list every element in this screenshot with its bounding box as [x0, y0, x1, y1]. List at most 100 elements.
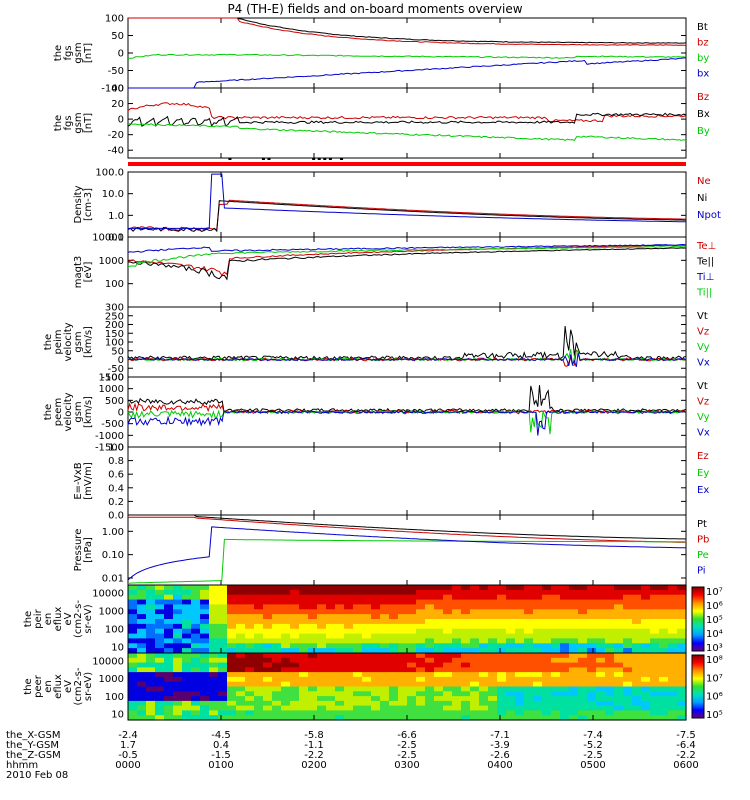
footer-value: -6.4: [676, 740, 696, 751]
y-tick-label: 1.0: [108, 211, 124, 222]
y-axis-label-line: the: [43, 404, 54, 420]
y-tick-label: 1.0: [108, 443, 124, 454]
series-Ne: [127, 199, 686, 231]
y-axis-label-line: eflux: [53, 674, 64, 699]
colorbar-label: 10⁶: [706, 692, 723, 703]
mode-mark: [228, 158, 232, 160]
footer-value: -2.6: [490, 750, 510, 761]
legend-entry: Vy: [697, 412, 710, 423]
y-tick-label: 1000: [99, 674, 124, 685]
y-tick-label: 100: [105, 338, 124, 349]
mode-mark: [267, 158, 271, 160]
legend-entry: Vz: [697, 397, 709, 408]
y-axis-label-line: gsm: [73, 112, 84, 133]
footer-value: 0300: [394, 760, 419, 771]
y-axis-label-line: [eV]: [83, 262, 94, 283]
y-axis-label-line: [nT]: [83, 43, 94, 63]
series-bz: [128, 17, 687, 46]
footer-value: -2.2: [676, 750, 696, 761]
colorbar-label: 10⁶: [706, 601, 723, 612]
y-tick-label: 0.1: [108, 233, 124, 244]
series-Vx-e: [127, 410, 687, 436]
mode-mark: [340, 158, 344, 160]
y-tick-label: 20: [111, 99, 124, 110]
footer-value: -5.2: [583, 740, 603, 751]
y-axis-label: the peim velocity gsm [km/s]: [43, 322, 94, 361]
y-axis-label-line: en: [43, 680, 54, 693]
series-Ti-par: [127, 245, 687, 268]
y-axis-label-line: fgs: [63, 45, 74, 60]
legend-entry: Pb: [697, 535, 709, 546]
y-tick-label: 1000: [99, 256, 124, 267]
series-Npot: [128, 173, 687, 229]
y-tick-label: 0.4: [108, 483, 124, 494]
y-axis-label-line: gsm: [73, 42, 84, 63]
mode-mark: [312, 158, 316, 160]
footer-value: -1.1: [304, 740, 324, 751]
y-axis-label-line: [mV/m]: [83, 462, 94, 500]
series-by: [128, 53, 687, 59]
legend-entry: Vt: [697, 311, 708, 322]
legend-entry: Ni: [697, 193, 707, 204]
legend-entry: Ex: [697, 485, 709, 496]
y-axis-label: the fgs gsm [nT]: [53, 42, 94, 63]
y-tick-label: -1000: [95, 431, 124, 442]
legend-entry: by: [697, 53, 709, 64]
y-axis-label-line: [cm-3]: [83, 188, 94, 221]
y-tick-label: 10: [111, 643, 124, 654]
legend-entry: Bz: [697, 92, 709, 103]
y-axis-label-line: the: [53, 45, 64, 61]
y-axis-label-line: (cm2-s-: [73, 600, 84, 638]
y-tick-label: 10: [111, 710, 124, 721]
y-tick-label: 10.0: [102, 189, 124, 200]
footer-value: -7.4: [583, 730, 603, 741]
legend-entry: Vt: [697, 381, 708, 392]
mode-mark: [261, 158, 265, 160]
footer-row-label: hhmm: [6, 760, 38, 771]
footer-value: 0.4: [213, 740, 229, 751]
footer-value: -2.2: [304, 750, 324, 761]
y-tick-label: 300: [105, 303, 124, 314]
mode-bar: [128, 162, 686, 166]
y-axis-label: the fgs gsm [nT]: [53, 112, 94, 133]
y-axis-label-line: magt3: [73, 256, 84, 289]
y-axis-label-line: the: [43, 334, 54, 350]
legend-entry: By: [697, 126, 710, 137]
legend-entry: Npot: [697, 210, 721, 221]
footer-value: -7.5: [676, 730, 696, 741]
series-Bx: [127, 112, 687, 128]
y-tick-label: 100.0: [95, 168, 124, 179]
footer-value: -1.5: [211, 750, 231, 761]
y-tick-label: 0: [118, 355, 124, 366]
colorbar: [691, 654, 705, 719]
y-tick-label: 0.6: [108, 470, 124, 481]
y-axis-label: the peir en eflux eV (cm2-s-sr-eV): [23, 600, 94, 638]
series-Vy-e: [127, 409, 687, 435]
y-axis-label: Pressure [nPa]: [73, 529, 94, 572]
series-Bz: [127, 102, 687, 123]
y-tick-label: 500: [105, 396, 124, 407]
legend-entry: Bx: [697, 109, 710, 120]
colorbar: [691, 586, 705, 652]
panel-frame: [127, 17, 687, 89]
mode-mark: [328, 158, 332, 160]
spectrogram-ions: [128, 585, 687, 654]
y-axis-label-line: peir: [33, 608, 44, 628]
y-tick-label: 0.10: [102, 550, 124, 561]
y-axis-label-line: [km/s]: [83, 396, 94, 428]
legend-entry: Ne: [697, 176, 711, 187]
y-tick-label: -40: [108, 146, 124, 157]
footer-value: 0000: [115, 760, 140, 771]
y-axis-label-line: fgs: [63, 115, 74, 130]
footer-value: -2.5: [397, 750, 417, 761]
mode-mark: [317, 158, 321, 160]
legend-entry: Pi: [697, 566, 706, 577]
y-axis-label-line: eV: [63, 680, 74, 693]
y-tick-label: 250: [105, 311, 124, 322]
footer-row-label: the_Y-GSM: [6, 740, 59, 751]
legend-entry: bx: [697, 69, 709, 80]
legend-entry: Vy: [697, 342, 710, 353]
footer-value: 0400: [487, 760, 512, 771]
y-tick-label: 100: [105, 14, 124, 25]
